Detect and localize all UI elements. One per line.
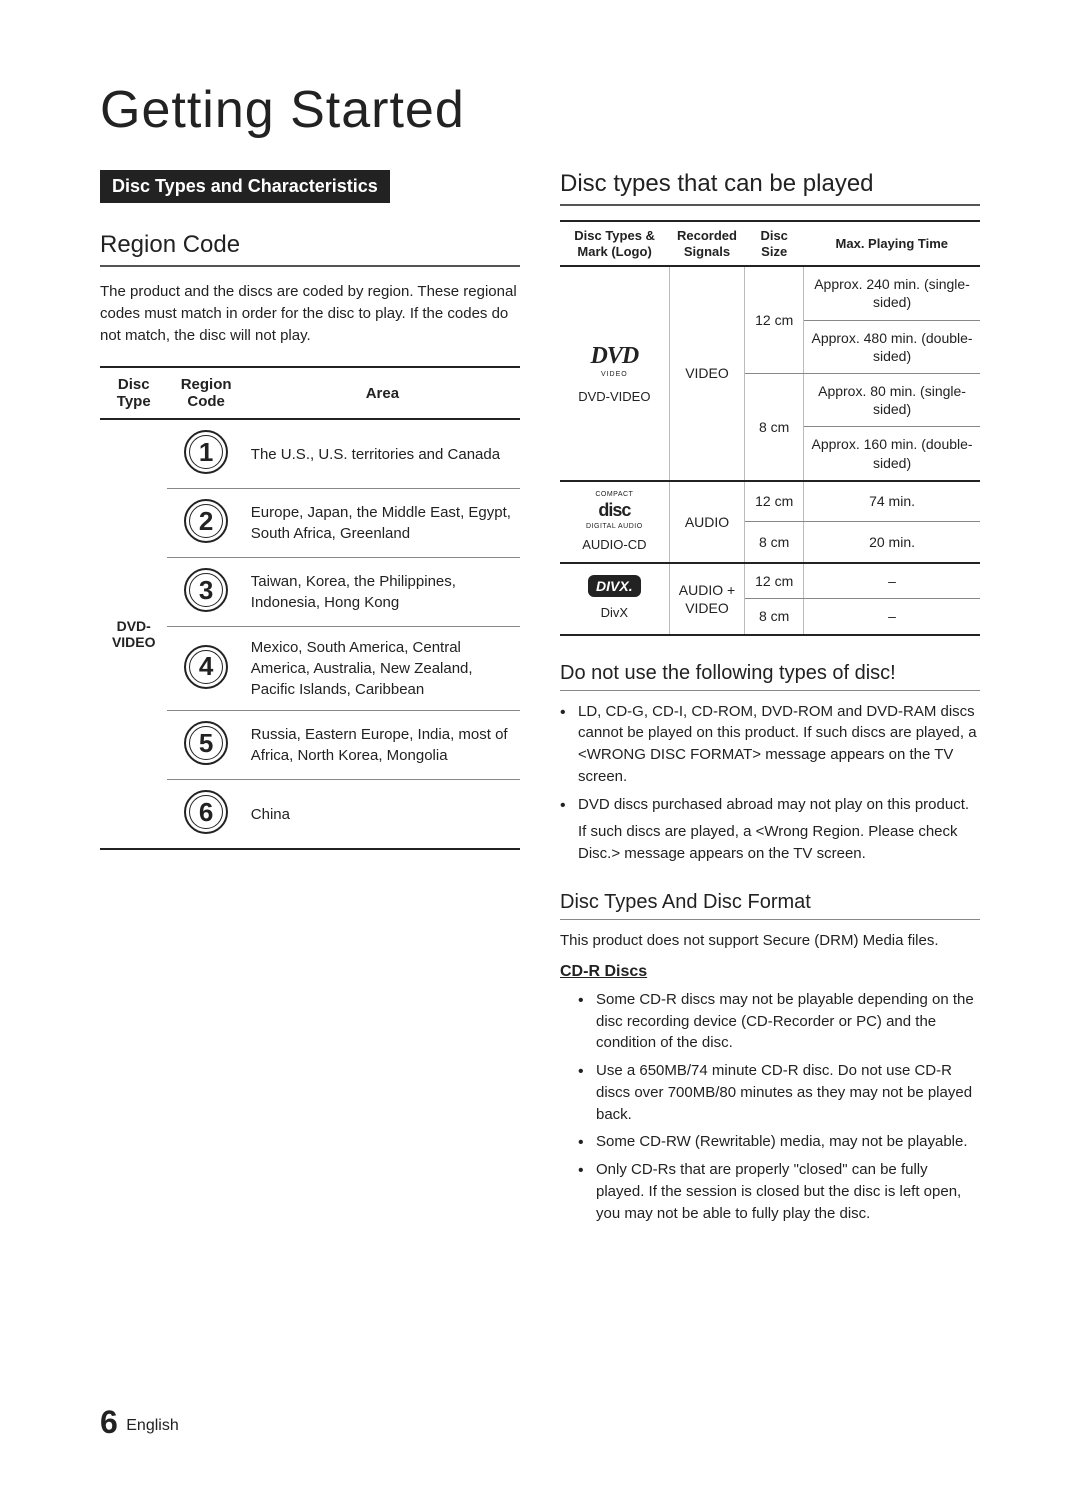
page-number: 6: [100, 1404, 118, 1440]
right-column: Disc types that can be played Disc Types…: [560, 170, 980, 1230]
list-item: Only CD-Rs that are properly "closed" ca…: [578, 1159, 980, 1224]
dt-th-size: Disc Size: [745, 221, 804, 266]
disc-types-heading: Disc types that can be played: [560, 170, 980, 206]
list-item: Use a 650MB/74 minute CD-R disc. Do not …: [578, 1060, 980, 1125]
region-th-disctype: Disc Type: [100, 367, 167, 419]
left-column: Disc Types and Characteristics Region Co…: [100, 170, 520, 1230]
region-code-intro: The product and the discs are coded by r…: [100, 281, 520, 346]
page-title: Getting Started: [100, 80, 980, 140]
disc-types-table: Disc Types & Mark (Logo) Recorded Signal…: [560, 220, 980, 636]
region-code-icon: 4: [184, 645, 228, 689]
region-area: The U.S., U.S. territories and Canada: [245, 419, 520, 489]
do-not-use-list: LD, CD-G, CD-I, CD-ROM, DVD-ROM and DVD-…: [560, 701, 980, 816]
disc-format-note: This product does not support Secure (DR…: [560, 930, 980, 951]
dvd-signal: VIDEO: [669, 266, 745, 481]
region-area: Russia, Eastern Europe, India, most of A…: [245, 711, 520, 780]
region-code-icon: 6: [184, 790, 228, 834]
cd-size-8: 8 cm: [745, 522, 804, 563]
divx-logo-cell: DIVX. DivX: [560, 563, 669, 634]
dvd-size-12: 12 cm: [745, 266, 804, 373]
do-not-use-heading: Do not use the following types of disc!: [560, 662, 980, 691]
dvd-time-4: Approx. 160 min. (double-sided): [804, 427, 980, 481]
divx-time-2: –: [804, 599, 980, 635]
list-item: Some CD-R discs may not be playable depe…: [578, 989, 980, 1054]
disc-format-heading: Disc Types And Disc Format: [560, 891, 980, 920]
page-language: English: [126, 1417, 178, 1434]
divx-size-8: 8 cm: [745, 599, 804, 635]
region-area: Taiwan, Korea, the Philippines, Indonesi…: [245, 558, 520, 627]
region-code-icon: 1: [184, 430, 228, 474]
dvd-time-2: Approx. 480 min. (double-sided): [804, 320, 980, 373]
region-area: Europe, Japan, the Middle East, Egypt, S…: [245, 489, 520, 558]
section-band: Disc Types and Characteristics: [100, 170, 390, 203]
list-item: LD, CD-G, CD-I, CD-ROM, DVD-ROM and DVD-…: [560, 701, 980, 788]
divx-size-12: 12 cm: [745, 563, 804, 599]
dt-th-time: Max. Playing Time: [804, 221, 980, 266]
list-item: Some CD-RW (Rewritable) media, may not b…: [578, 1131, 980, 1153]
region-code-icon: 3: [184, 568, 228, 612]
cd-time-1: 74 min.: [804, 481, 980, 522]
cd-time-2: 20 min.: [804, 522, 980, 563]
divx-time-1: –: [804, 563, 980, 599]
region-disctype-cell: DVD-VIDEO: [100, 419, 167, 849]
cdr-heading: CD-R Discs: [560, 963, 980, 981]
dvd-size-8: 8 cm: [745, 373, 804, 480]
cd-size-12: 12 cm: [745, 481, 804, 522]
cd-logo-icon: disc: [564, 499, 665, 522]
region-code-icon: 2: [184, 499, 228, 543]
dvd-logo-icon: DVD: [564, 341, 665, 372]
region-th-code: Region Code: [167, 367, 244, 419]
divx-logo-icon: DIVX.: [588, 575, 641, 597]
dt-th-logo: Disc Types & Mark (Logo): [560, 221, 669, 266]
region-code-icon: 5: [184, 721, 228, 765]
region-area: Mexico, South America, Central America, …: [245, 627, 520, 711]
dvd-time-1: Approx. 240 min. (single-sided): [804, 266, 980, 320]
region-area: China: [245, 780, 520, 850]
cdr-list: Some CD-R discs may not be playable depe…: [560, 989, 980, 1225]
dvd-time-3: Approx. 80 min. (single-sided): [804, 373, 980, 426]
dt-th-signal: Recorded Signals: [669, 221, 745, 266]
list-item: DVD discs purchased abroad may not play …: [560, 794, 980, 816]
cd-logo-cell: COMPACT disc DIGITAL AUDIO AUDIO-CD: [560, 481, 669, 563]
dvd-logo-cell: DVD VIDEO DVD-VIDEO: [560, 266, 669, 481]
cd-signal: AUDIO: [669, 481, 745, 563]
region-code-heading: Region Code: [100, 231, 520, 267]
do-not-use-subnote: If such discs are played, a <Wrong Regio…: [560, 821, 980, 865]
divx-signal: AUDIO + VIDEO: [669, 563, 745, 634]
region-th-area: Area: [245, 367, 520, 419]
page-footer: 6 English: [100, 1404, 179, 1441]
region-code-table: Disc Type Region Code Area DVD-VIDEO 1 T…: [100, 366, 520, 850]
